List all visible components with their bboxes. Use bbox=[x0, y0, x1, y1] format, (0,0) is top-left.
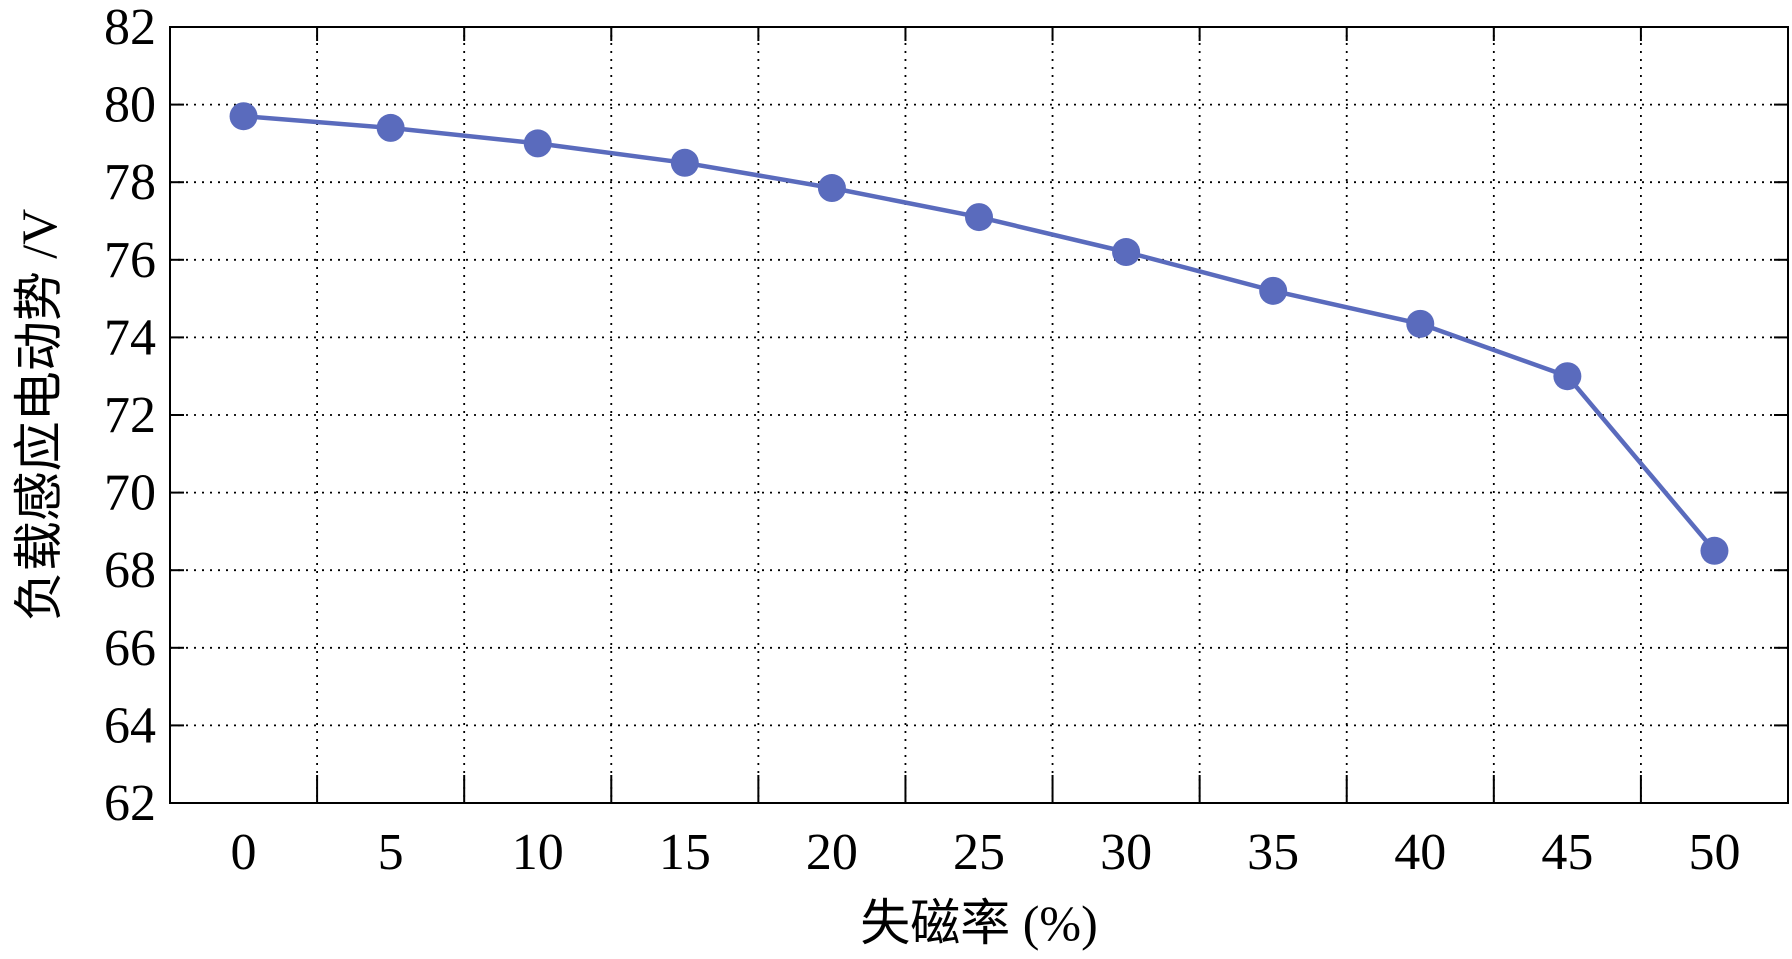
y-tick-label: 82 bbox=[104, 0, 156, 56]
data-point bbox=[1700, 536, 1729, 565]
axis-ticks bbox=[170, 27, 1788, 803]
x-tick-label: 50 bbox=[1688, 824, 1740, 881]
y-tick-label: 74 bbox=[104, 309, 156, 366]
x-axis-label: 失磁率 (%) bbox=[860, 895, 1097, 951]
x-tick-label: 0 bbox=[231, 824, 257, 881]
y-tick-label: 68 bbox=[104, 542, 156, 599]
x-tick-label: 5 bbox=[378, 824, 404, 881]
series-layer bbox=[229, 102, 1729, 565]
y-tick-label: 62 bbox=[104, 775, 156, 832]
y-tick-label: 76 bbox=[104, 232, 156, 289]
data-point bbox=[1112, 238, 1141, 267]
y-tick-label: 80 bbox=[104, 77, 156, 134]
data-point bbox=[376, 113, 405, 142]
x-tick-label: 30 bbox=[1100, 824, 1152, 881]
y-tick-label: 70 bbox=[104, 465, 156, 522]
data-point bbox=[1553, 362, 1582, 391]
x-tick-label: 10 bbox=[512, 824, 564, 881]
y-tick-label: 66 bbox=[104, 620, 156, 677]
data-point bbox=[670, 148, 699, 177]
data-point bbox=[1259, 276, 1288, 305]
plot-area-frame bbox=[169, 26, 1789, 804]
data-point bbox=[523, 129, 552, 158]
x-tick-label: 40 bbox=[1394, 824, 1446, 881]
y-axis-label: 负载感应电动势 /V bbox=[11, 209, 67, 622]
y-tick-label: 72 bbox=[104, 387, 156, 444]
y-tick-labels: 62 64 66 68 70 72 74 76 78 80 82 bbox=[104, 0, 156, 832]
data-point bbox=[965, 203, 993, 232]
data-point bbox=[817, 174, 846, 203]
grid-lines bbox=[170, 27, 1788, 803]
x-tick-label: 45 bbox=[1541, 824, 1593, 881]
x-tick-label: 35 bbox=[1247, 824, 1299, 881]
x-tick-label: 15 bbox=[659, 824, 711, 881]
data-point bbox=[229, 102, 258, 131]
data-point bbox=[1406, 309, 1435, 338]
x-tick-labels: 0 5 10 15 20 25 30 35 40 45 50 bbox=[231, 824, 1741, 881]
x-tick-label: 20 bbox=[806, 824, 858, 881]
y-tick-label: 78 bbox=[104, 154, 156, 211]
y-tick-label: 64 bbox=[104, 697, 156, 754]
x-tick-label: 25 bbox=[953, 824, 1005, 881]
